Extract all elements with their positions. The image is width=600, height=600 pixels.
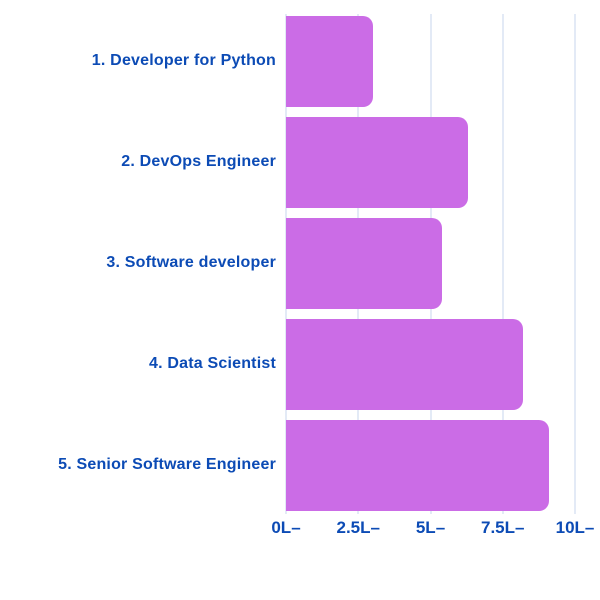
bar — [286, 117, 469, 208]
x-axis-tick-label: 0L– — [271, 518, 301, 537]
bar — [286, 420, 549, 511]
category-label: 5. Senior Software Engineer — [58, 456, 276, 474]
category-label: 2. DevOps Engineer — [121, 153, 276, 171]
category-label: 4. Data Scientist — [148, 355, 276, 373]
x-axis-tick-label: 10L– — [555, 518, 595, 537]
gridline — [501, 14, 504, 514]
gridline — [574, 14, 576, 514]
category-label: 3. Software developer — [106, 254, 276, 272]
bar — [286, 16, 373, 107]
bar — [286, 319, 523, 410]
bar — [286, 218, 443, 309]
x-axis-tick-label: 5L– — [415, 518, 446, 537]
x-axis-tick-label: 2.5L– — [336, 518, 380, 537]
x-axis-tick-label: 7.5L– — [481, 518, 525, 537]
category-label: 1. Developer for Python — [91, 52, 276, 70]
